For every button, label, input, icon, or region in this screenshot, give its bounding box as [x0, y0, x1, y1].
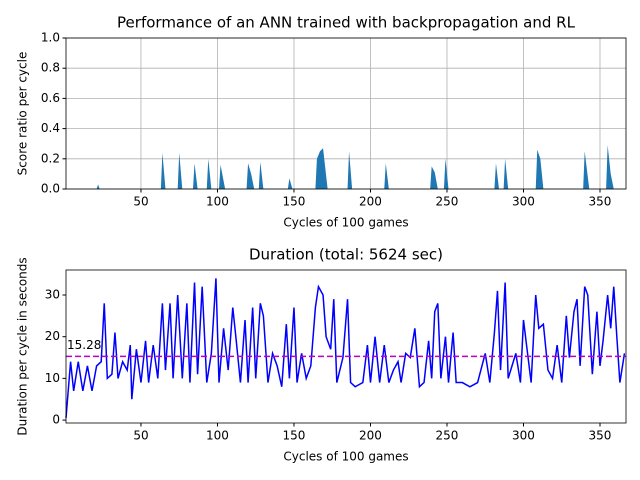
y-axis-label: Score ratio per cycle: [16, 52, 30, 176]
x-tick-label: 150: [283, 429, 306, 443]
plot-frame: [65, 37, 627, 190]
x-tick-label: 200: [359, 429, 382, 443]
mean-label: 15.28: [67, 338, 101, 352]
y-tick-label: 0.0: [41, 182, 60, 196]
x-tick-label: 250: [436, 195, 459, 209]
x-tick-label: 250: [436, 429, 459, 443]
y-tick-label: 30: [45, 288, 60, 302]
y-tick-label: 0.4: [41, 121, 60, 135]
x-tick-label: 100: [206, 429, 229, 443]
x-axis-label: Cycles of 100 games: [283, 450, 408, 464]
plot-frame: [65, 269, 627, 424]
y-tick-label: 0.6: [41, 91, 60, 105]
y-tick-label: 20: [45, 329, 60, 343]
x-tick-label: 150: [283, 195, 306, 209]
y-axis-label: Duration per cycle in seconds: [16, 257, 30, 435]
area: [66, 145, 626, 189]
x-tick-label: 100: [206, 195, 229, 209]
x-tick-label: 350: [589, 429, 612, 443]
y-tick-label: 0: [52, 413, 60, 427]
y-tick-label: 1.0: [41, 31, 60, 45]
x-tick-label: 350: [589, 195, 612, 209]
y-tick-label: 0.8: [41, 61, 60, 75]
y-tick-label: 10: [45, 371, 60, 385]
y-tick-label: 0.2: [41, 151, 60, 165]
x-axis-label: Cycles of 100 games: [283, 216, 408, 230]
x-tick-label: 50: [133, 195, 148, 209]
x-tick-label: 50: [133, 429, 148, 443]
x-tick-label: 300: [512, 195, 535, 209]
chart-title: Performance of an ANN trained with backp…: [117, 14, 576, 32]
x-tick-label: 300: [512, 429, 535, 443]
chart-title: Duration (total: 5624 sec): [249, 246, 443, 264]
line: [65, 278, 626, 419]
x-tick-label: 200: [359, 195, 382, 209]
